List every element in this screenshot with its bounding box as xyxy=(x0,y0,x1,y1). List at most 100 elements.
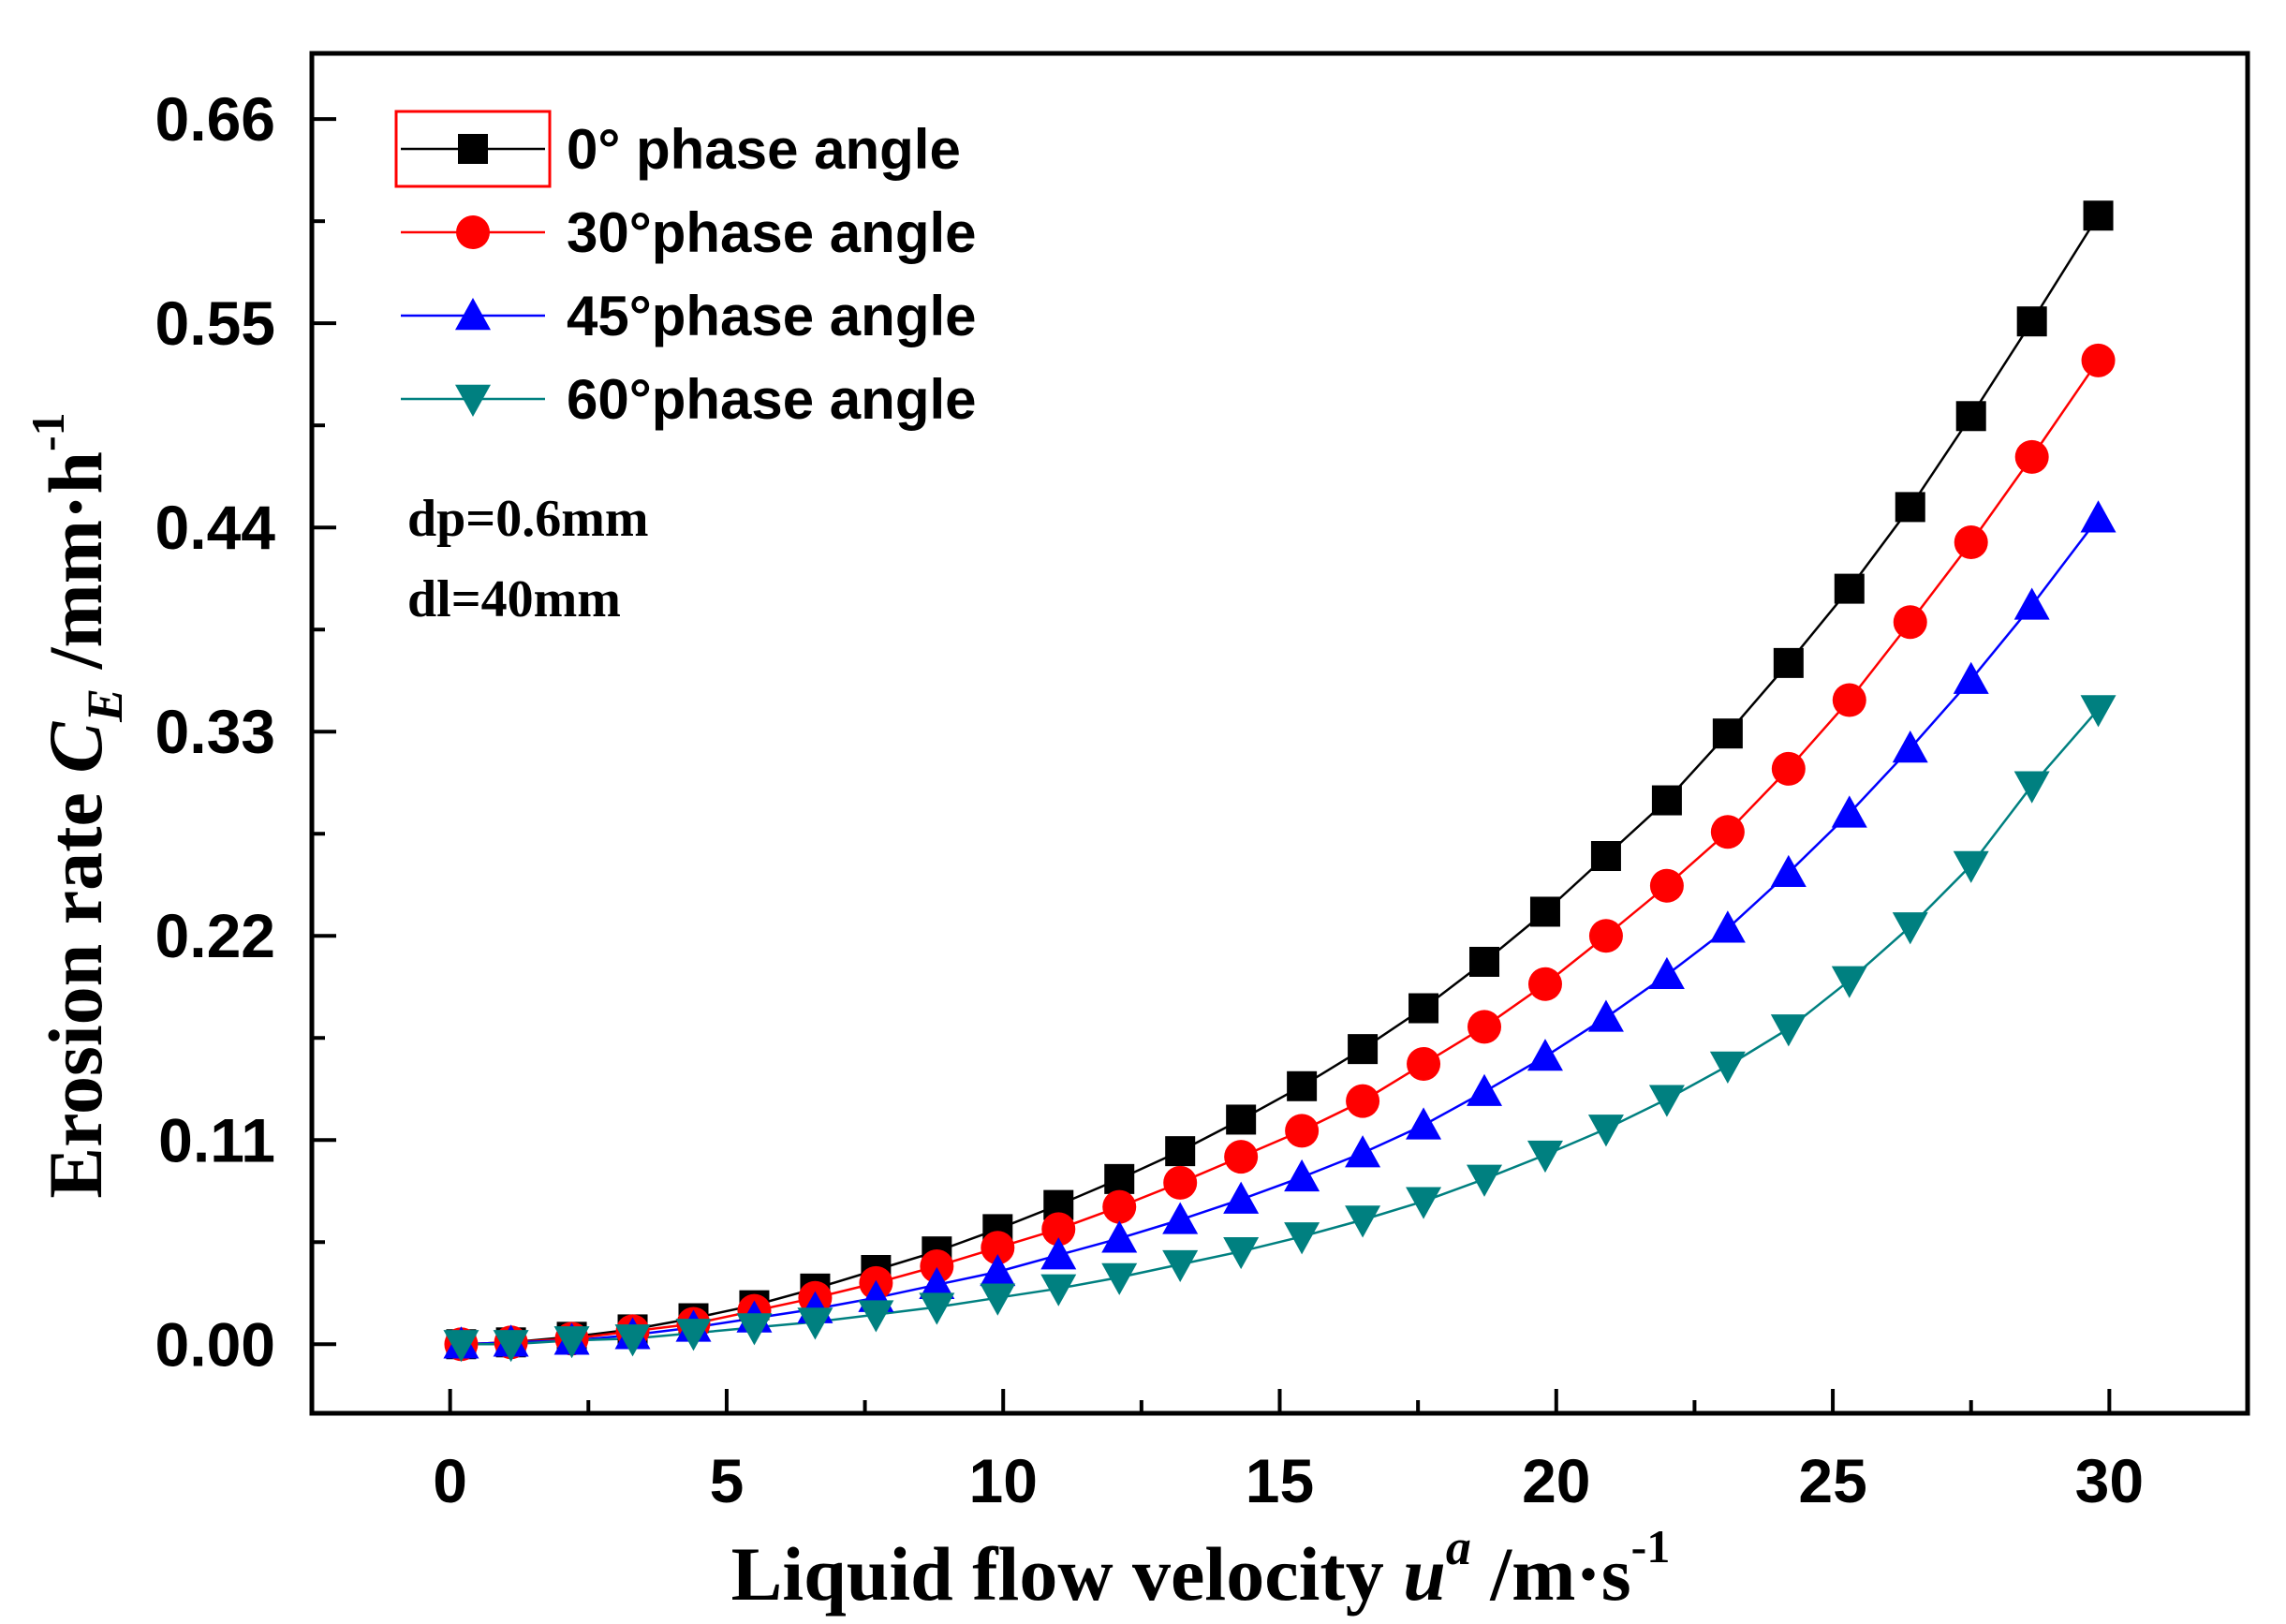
series-markers-1 xyxy=(444,343,2116,1362)
data-point xyxy=(1345,1205,1381,1238)
data-point xyxy=(2080,500,2116,533)
data-point xyxy=(1955,401,1986,432)
data-point xyxy=(1162,1202,1199,1234)
data-point xyxy=(1710,815,1745,849)
data-point xyxy=(1467,1073,1503,1106)
legend-marker xyxy=(458,134,488,164)
data-point xyxy=(1165,1136,1196,1167)
series-line-3 xyxy=(461,708,2100,1346)
data-point xyxy=(919,1266,955,1300)
data-point xyxy=(1040,1274,1077,1307)
data-point xyxy=(1285,1114,1320,1148)
data-point xyxy=(2080,695,2116,728)
x-axis-ticks xyxy=(448,1389,2112,1413)
y-tick-label: 0.11 xyxy=(158,1105,275,1174)
data-point xyxy=(1162,1249,1199,1283)
data-point xyxy=(1345,1135,1381,1168)
x-axis-title-unit: /m·s xyxy=(1471,1531,1631,1617)
data-point xyxy=(1651,785,1682,816)
data-point xyxy=(1284,1222,1320,1255)
data-point xyxy=(1408,993,1439,1024)
data-point xyxy=(1587,1115,1624,1147)
data-point xyxy=(1104,1163,1135,1194)
data-point xyxy=(443,1330,479,1363)
data-point xyxy=(1469,946,1500,977)
annotation-dp: dp=0.6mm xyxy=(407,490,649,548)
data-point xyxy=(1526,1039,1563,1071)
data-point xyxy=(981,1231,1015,1265)
legend-label: 30°phase angle xyxy=(567,201,977,264)
legend-label: 60°phase angle xyxy=(567,368,977,431)
data-point xyxy=(2083,200,2114,231)
y-tick-label: 0.22 xyxy=(155,901,275,970)
data-point xyxy=(797,1307,833,1340)
data-point xyxy=(1649,868,1684,903)
data-point xyxy=(1770,1014,1807,1047)
data-point xyxy=(1588,919,1623,953)
legend-item-0: 0° phase angle xyxy=(401,118,961,181)
series-line-2 xyxy=(461,517,2100,1346)
legend-highlight-box xyxy=(394,110,552,188)
data-point xyxy=(1348,1034,1379,1065)
series-line-1 xyxy=(461,360,2100,1346)
series-line-0 xyxy=(461,214,2100,1346)
y-tick-label: 0.44 xyxy=(155,493,276,562)
data-point xyxy=(1226,1104,1257,1135)
data-point xyxy=(1529,896,1560,927)
data-point xyxy=(1712,718,1743,749)
x-tick-label: 10 xyxy=(969,1446,1038,1515)
data-point xyxy=(1101,1262,1138,1295)
legend-marker xyxy=(455,384,491,417)
data-point xyxy=(1040,1237,1077,1270)
y-axis-title-var: C xyxy=(33,721,118,774)
x-axis-tick-labels: 0 5 10 15 20 25 30 xyxy=(433,1446,2144,1515)
x-tick-label: 0 xyxy=(433,1446,467,1515)
data-point xyxy=(1832,683,1866,717)
data-point xyxy=(920,1249,954,1284)
data-point xyxy=(1346,1084,1380,1118)
data-point xyxy=(919,1292,955,1325)
data-point xyxy=(1709,910,1746,943)
data-point xyxy=(2016,306,2047,337)
data-point xyxy=(1467,1164,1503,1197)
x-tick-label: 30 xyxy=(2075,1446,2144,1515)
legend-marker xyxy=(456,215,490,249)
data-point xyxy=(1895,492,1925,523)
legend-item-3: 60°phase angle xyxy=(401,368,977,431)
data-point xyxy=(1834,573,1865,604)
data-point xyxy=(1407,1046,1441,1081)
data-point xyxy=(1953,850,1989,883)
data-point xyxy=(1648,956,1685,990)
data-point xyxy=(1831,795,1867,828)
data-point xyxy=(980,1283,1016,1316)
data-point xyxy=(1527,967,1562,1001)
x-tick-label: 25 xyxy=(1798,1446,1866,1515)
x-tick-label: 5 xyxy=(710,1446,745,1515)
data-point xyxy=(1526,1140,1563,1174)
y-axis-title-unit-sup: -1 xyxy=(22,412,74,451)
data-point xyxy=(1587,999,1624,1032)
data-point xyxy=(1953,661,1989,694)
data-point xyxy=(2013,587,2050,620)
y-tick-label: 0.00 xyxy=(155,1309,275,1379)
data-point xyxy=(1954,525,1988,560)
x-axis-title-main: Liquid flow velocity xyxy=(731,1531,1404,1617)
legend-marker xyxy=(455,298,491,331)
data-point xyxy=(1163,1165,1198,1200)
y-axis-title: Erosion rate CE /mm·h-1 xyxy=(22,412,133,1198)
data-point xyxy=(2081,343,2116,377)
series-markers-3 xyxy=(443,695,2116,1363)
x-tick-label: 20 xyxy=(1522,1446,1590,1515)
data-point xyxy=(493,1330,529,1363)
y-axis-title-main: Erosion rate xyxy=(33,774,118,1199)
y-axis-title-sub: E xyxy=(77,688,133,723)
data-point xyxy=(675,1319,712,1351)
data-point xyxy=(1892,731,1928,763)
data-point xyxy=(1773,647,1804,678)
series-markers-2 xyxy=(443,500,2116,1359)
legend-label: 0° phase angle xyxy=(567,118,961,181)
data-point xyxy=(1771,751,1806,786)
series-lines xyxy=(461,214,2100,1346)
data-point xyxy=(614,1324,651,1357)
